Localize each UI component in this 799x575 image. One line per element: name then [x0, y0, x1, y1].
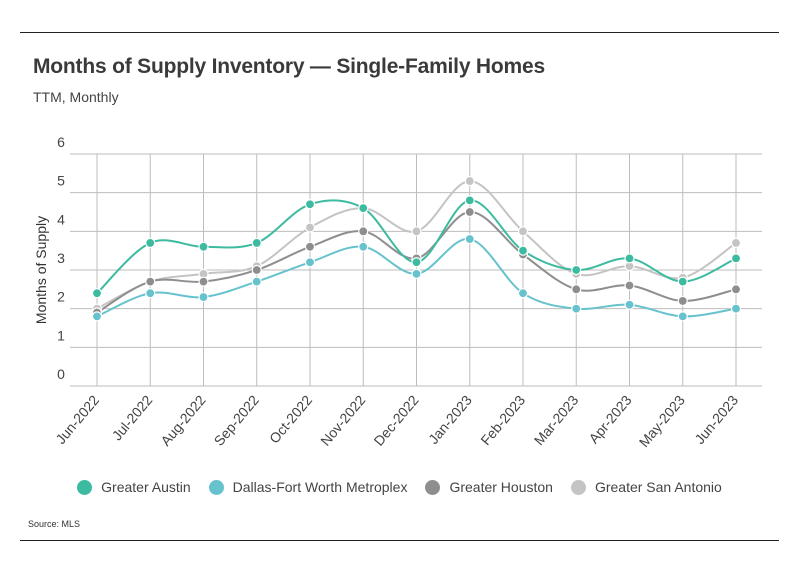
y-tick-label: 1	[57, 327, 65, 343]
chart-subtitle: TTM, Monthly	[33, 89, 119, 105]
data-point	[304, 222, 316, 233]
data-point	[411, 226, 422, 237]
legend-dot	[425, 479, 441, 495]
top-rule	[20, 32, 779, 33]
data-point	[730, 284, 742, 295]
data-point	[198, 291, 209, 303]
y-tick-label: 2	[57, 289, 65, 305]
legend-item: Greater Austin	[77, 479, 191, 495]
data-point	[358, 203, 369, 214]
data-point	[677, 276, 688, 287]
data-point	[571, 303, 582, 314]
data-point	[464, 175, 475, 187]
legend-label: Greater Houston	[449, 479, 553, 495]
x-tick-label: Jun-2023	[691, 392, 741, 447]
x-tick-label: Mar-2023	[531, 392, 582, 448]
data-point	[411, 257, 422, 268]
data-point	[91, 288, 103, 299]
data-point	[677, 311, 688, 322]
data-point	[464, 233, 475, 245]
data-point	[571, 264, 582, 276]
data-point	[730, 237, 742, 249]
legend-label: Greater San Antonio	[594, 479, 722, 495]
x-tick-label: Nov-2022	[317, 392, 368, 449]
source-note: Source: MLS	[28, 519, 81, 529]
y-tick-label: 3	[57, 250, 65, 266]
legend-item: Dallas-Fort Worth Metroplex	[208, 479, 408, 495]
bottom-rule	[20, 540, 779, 541]
y-axis-label: Months of Supply	[33, 216, 49, 324]
x-tick-label: Jul-2022	[109, 392, 156, 444]
legend-label: Greater Austin	[101, 479, 191, 495]
data-point	[251, 237, 262, 249]
data-point	[517, 288, 529, 299]
data-point	[304, 199, 316, 210]
legend-item: Greater Houston	[425, 479, 553, 495]
x-tick-label: Aug-2022	[157, 392, 208, 449]
data-point	[464, 206, 475, 218]
chart-title: Months of Supply Inventory — Single-Fami…	[33, 55, 545, 78]
data-point	[251, 276, 262, 287]
data-point	[145, 288, 156, 299]
data-point	[145, 276, 156, 287]
chart-legend: Greater Austin Dallas-Fort Worth Metrople…	[0, 479, 799, 495]
x-tick-label: Sep-2022	[211, 392, 262, 449]
data-point	[91, 311, 103, 322]
y-tick-label: 0	[57, 366, 65, 382]
legend-label: Dallas-Fort Worth Metroplex	[232, 479, 408, 495]
data-point	[358, 241, 369, 252]
legend-item: Greater San Antonio	[570, 479, 722, 495]
y-tick-label: 5	[57, 173, 65, 189]
data-point	[464, 195, 475, 206]
y-tick-label: 4	[57, 211, 65, 227]
data-point	[251, 264, 262, 276]
x-tick-label: Feb-2023	[477, 392, 528, 448]
data-point	[571, 284, 582, 295]
data-point	[198, 276, 209, 287]
data-point	[624, 280, 635, 291]
legend-dot	[208, 479, 224, 495]
x-tick-label: Jan-2023	[425, 392, 475, 447]
x-tick-label: Oct-2022	[266, 392, 315, 447]
legend-dot	[570, 479, 586, 495]
x-tick-label: Dec-2022	[370, 392, 421, 449]
data-point	[304, 241, 316, 252]
data-point	[624, 253, 635, 264]
data-point	[145, 237, 156, 249]
x-tick-label: Apr-2023	[585, 392, 634, 447]
data-point	[411, 268, 422, 279]
data-point	[304, 257, 316, 268]
data-point	[624, 299, 635, 310]
data-point	[730, 303, 742, 314]
legend-dot	[77, 479, 93, 495]
data-point	[198, 241, 209, 252]
data-point	[517, 245, 529, 256]
data-point	[677, 295, 688, 307]
data-point	[517, 226, 529, 237]
x-tick-label: May-2023	[636, 392, 688, 450]
data-point	[358, 226, 369, 237]
x-tick-label: Jun-2022	[52, 392, 102, 447]
y-tick-label: 6	[57, 134, 65, 150]
data-point	[730, 253, 742, 264]
